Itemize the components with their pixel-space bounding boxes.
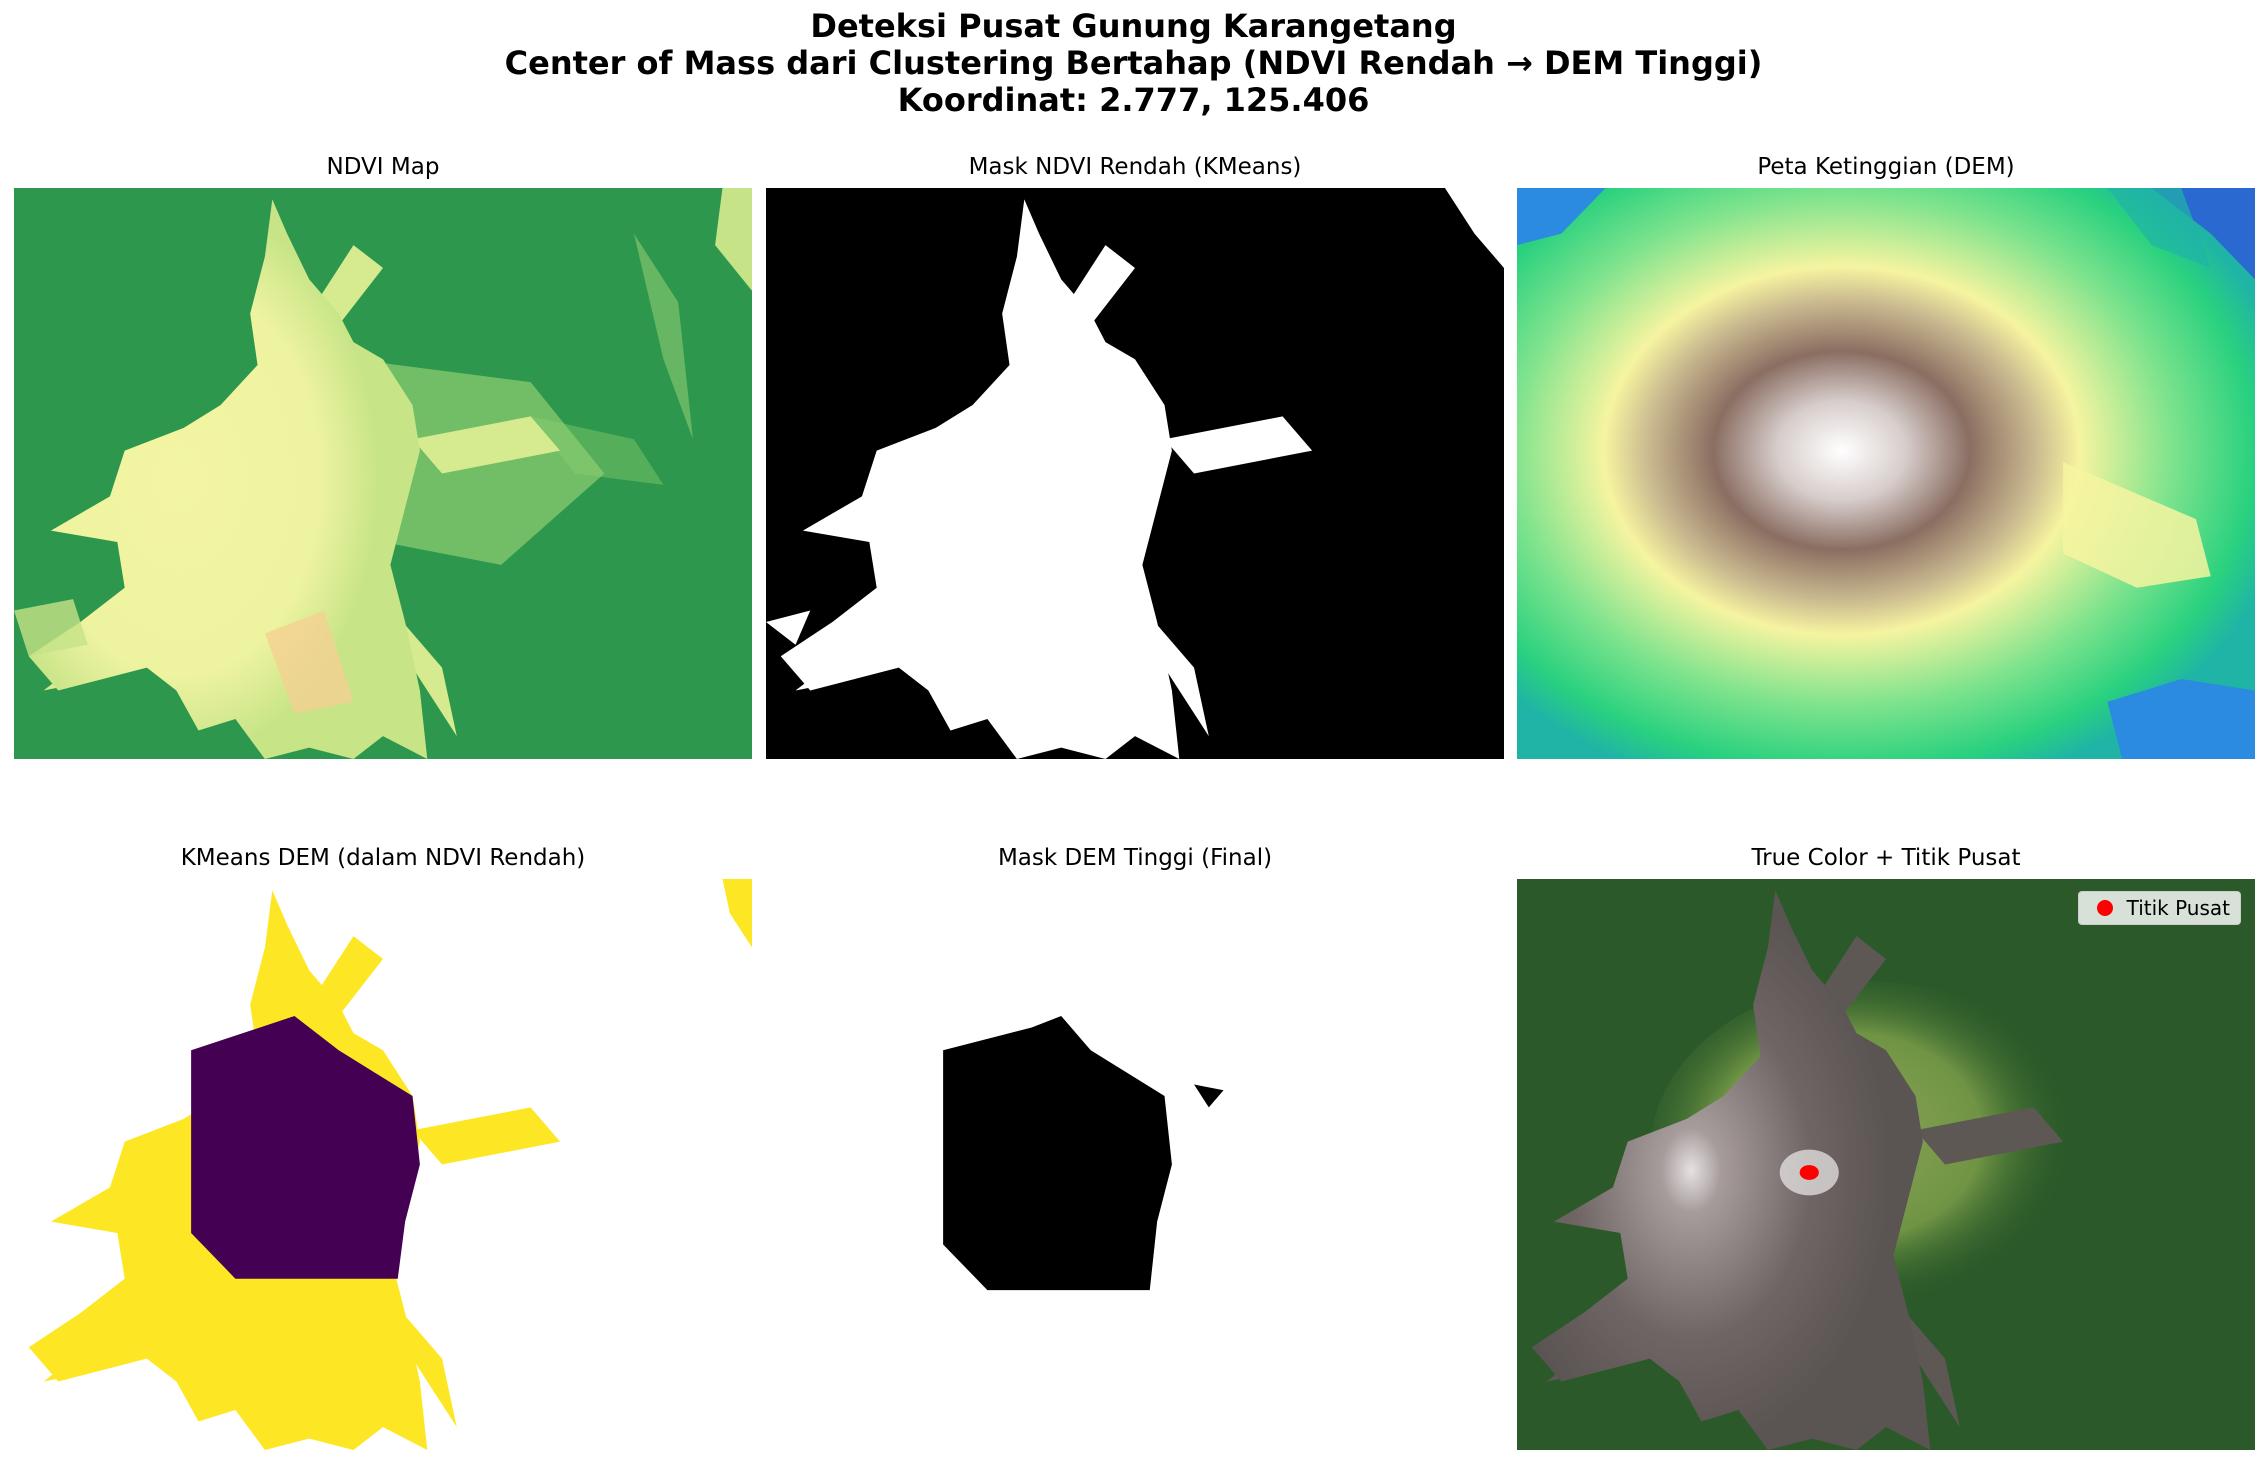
ndvi-map-image xyxy=(14,188,752,759)
panel-title-mask-ndvi-rendah: Mask NDVI Rendah (KMeans) xyxy=(968,154,1302,180)
figure-title: Deteksi Pusat Gunung Karangetang Center … xyxy=(0,8,2267,119)
panel-title-true-color: True Color + Titik Pusat xyxy=(1751,845,2021,871)
legend: Titik Pusat xyxy=(2077,891,2241,925)
figure-title-line-1: Deteksi Pusat Gunung Karangetang xyxy=(810,7,1457,45)
figure-title-line-2: Center of Mass dari Clustering Bertahap … xyxy=(504,44,1763,82)
dem-image xyxy=(1517,188,2255,759)
mask-dem-tinggi-image xyxy=(766,879,1504,1450)
legend-marker-icon xyxy=(2096,900,2113,916)
kmeans-dem-image xyxy=(14,879,752,1450)
panel-title-dem: Peta Ketinggian (DEM) xyxy=(1757,154,2015,180)
legend-label: Titik Pusat xyxy=(2126,896,2230,920)
panel-title-kmeans-dem: KMeans DEM (dalam NDVI Rendah) xyxy=(180,845,586,871)
figure-title-line-3: Koordinat: 2.777, 125.406 xyxy=(897,81,1370,119)
mask-ndvi-rendah-image xyxy=(766,188,1504,759)
panel-title-ndvi-map: NDVI Map xyxy=(326,154,440,180)
panel-title-mask-dem-tinggi: Mask DEM Tinggi (Final) xyxy=(997,845,1273,871)
true-color-image: Titik Pusat xyxy=(1517,879,2255,1450)
center-point-marker xyxy=(1799,1165,1819,1180)
